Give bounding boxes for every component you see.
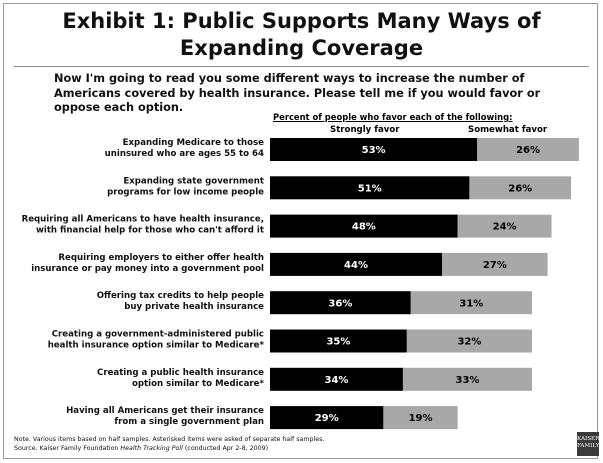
title-line-2: Expanding Coverage [179,36,424,60]
data-label-somewhat-favor: 26% [508,183,532,194]
bar-somewhat-favor [457,214,552,238]
category-label: from a single government plan [114,417,264,427]
bar-somewhat-favor [477,138,579,161]
category-label: uninsured who are ages 55 to 64 [105,149,264,159]
data-label-strongly-favor: 51% [358,183,382,194]
bar-strongly-favor [270,214,458,238]
category-label: health insurance option similar to Medic… [48,341,265,351]
category-label: insurance or pay money into a government… [31,264,264,274]
category-label: buy private health insurance [124,302,264,312]
note-line: Note. Various items based on half sample… [14,436,325,443]
exhibit-frame [3,3,598,459]
exhibit-title: Exhibit 1: Public Supports Many Ways of … [0,8,603,62]
data-label-strongly-favor: 53% [362,145,386,156]
data-label-strongly-favor: 44% [344,260,368,271]
bar-strongly-favor [270,329,407,353]
category-label: Requiring employers to either offer heal… [58,253,264,263]
survey-question: Now I'm going to read you some different… [54,72,541,114]
legend-strongly-favor: Strongly favor [330,125,400,135]
bar-strongly-favor [270,176,470,200]
category-label: Offering tax credits to help people [97,291,264,301]
data-label-somewhat-favor: 27% [483,260,507,271]
bar-somewhat-favor [406,329,532,353]
data-label-somewhat-favor: 32% [457,337,481,348]
data-label-somewhat-favor: 33% [455,375,479,386]
title-line-1: Exhibit 1: Public Supports Many Ways of [62,9,541,33]
category-label: Creating a government-administered publi… [52,330,264,340]
kaiser-logo: KAISER FAMILY [577,432,599,456]
source-suffix: (conducted Apr 2-8, 2009) [182,444,269,452]
bar-somewhat-favor [410,291,532,315]
bar-strongly-favor [270,252,443,276]
category-label: option similar to Medicare* [132,379,265,389]
title-divider [14,66,589,67]
category-label: Expanding Medicare to those [123,138,265,148]
logo-line-2: FAMILY [577,443,600,449]
column-header: Percent of people who favor each of the … [273,112,513,122]
data-label-strongly-favor: 29% [315,413,339,424]
source-line: Source. Kaiser Family Foundation Health … [14,445,324,454]
legend-somewhat-favor: Somewhat favor [468,125,548,135]
logo-line-1: KAISER [577,436,600,442]
category-label: with financial help for those who can't … [36,226,264,236]
category-label: Expanding state government [123,176,264,186]
data-label-somewhat-favor: 26% [516,145,540,156]
source-prefix: Source. Kaiser Family Foundation [14,444,121,452]
bar-strongly-favor [270,138,478,161]
data-label-strongly-favor: 36% [328,298,352,309]
bar-somewhat-favor [383,406,458,430]
bar-somewhat-favor [469,176,572,200]
bar-somewhat-favor [442,252,548,276]
category-label: Creating a public health insurance [97,368,264,378]
bar-somewhat-favor [402,367,532,391]
data-label-somewhat-favor: 31% [459,298,483,309]
footnotes: Note. Various items based on half sample… [14,436,324,453]
bar-strongly-favor [270,367,403,391]
bar-strongly-favor [270,291,411,315]
category-label: Requiring all Americans to have health i… [22,215,264,225]
category-label: Having all Americans get their insurance [66,406,264,416]
data-label-strongly-favor: 34% [325,375,349,386]
data-label-strongly-favor: 48% [352,222,376,233]
category-label: programs for low income people [107,187,264,197]
data-label-somewhat-favor: 24% [493,222,517,233]
bar-strongly-favor [270,406,384,430]
data-label-somewhat-favor: 19% [409,413,433,424]
data-label-strongly-favor: 35% [326,337,350,348]
source-title: Health Tracking Poll [120,444,183,452]
